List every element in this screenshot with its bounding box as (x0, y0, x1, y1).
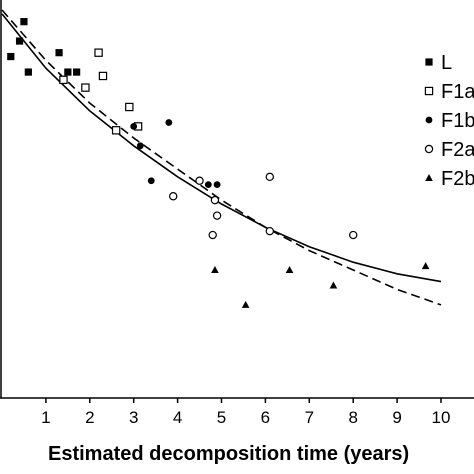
legend-marker (424, 144, 434, 154)
fit-curve-dashed (1, 9, 442, 306)
data-point (125, 102, 134, 112)
data-point (111, 126, 121, 135)
data-point (213, 181, 221, 189)
x-tick-label: 7 (305, 408, 314, 427)
data-point (136, 142, 144, 150)
data-point (210, 195, 220, 205)
x-tick-label: 6 (261, 408, 270, 427)
legend-label: F2a (441, 139, 474, 161)
x-tick-label: 9 (392, 408, 401, 427)
x-tick-label: 8 (348, 408, 357, 427)
x-tick-label: 5 (217, 408, 226, 427)
data-point (211, 265, 219, 273)
data-point (147, 177, 155, 185)
data-point (265, 172, 274, 182)
x-tick-label: 3 (129, 408, 138, 427)
fit-curve-solid (1, 13, 442, 283)
data-point (169, 192, 178, 201)
legend-marker (425, 174, 433, 181)
fit-curves (1, 9, 442, 306)
data-point (94, 48, 103, 57)
x-tick-label: 1 (41, 408, 50, 427)
legend: L F1a F1b F2a F2b (424, 52, 474, 190)
data-point (55, 49, 63, 57)
x-tick-label: 10 (432, 408, 451, 427)
legend-label: F1b (441, 110, 474, 132)
legend-marker (425, 116, 433, 124)
data-point (73, 68, 81, 76)
data-point (204, 181, 212, 189)
data-point (208, 230, 217, 240)
data-point (195, 176, 204, 185)
data-point (81, 83, 90, 92)
data-point (212, 211, 222, 220)
x-tick-label: 4 (173, 408, 182, 427)
data-point (130, 123, 138, 130)
data-point (15, 37, 24, 45)
x-tick-labels: 1 2 3 4 5 6 7 8 9 10 (41, 408, 450, 427)
data-point (421, 262, 430, 270)
data-points (7, 18, 430, 308)
x-tick-label: 2 (85, 408, 94, 427)
data-point (98, 71, 108, 81)
data-point (349, 230, 358, 240)
legend-label: L (441, 52, 452, 74)
data-point (64, 68, 72, 76)
legend-marker (425, 58, 433, 66)
axes (0, 0, 474, 403)
data-point (285, 265, 294, 273)
data-point (265, 226, 274, 236)
legend-label: F2b (441, 168, 474, 190)
legend-marker (424, 86, 434, 96)
data-point (165, 119, 173, 126)
data-point (7, 52, 15, 61)
data-point (241, 300, 250, 308)
x-axis-title: Estimated decomposition time (years) (48, 443, 409, 465)
legend-label: F1a (441, 81, 474, 103)
data-point (329, 281, 338, 289)
data-point (20, 18, 28, 26)
data-point (59, 75, 68, 85)
data-point (24, 68, 32, 76)
